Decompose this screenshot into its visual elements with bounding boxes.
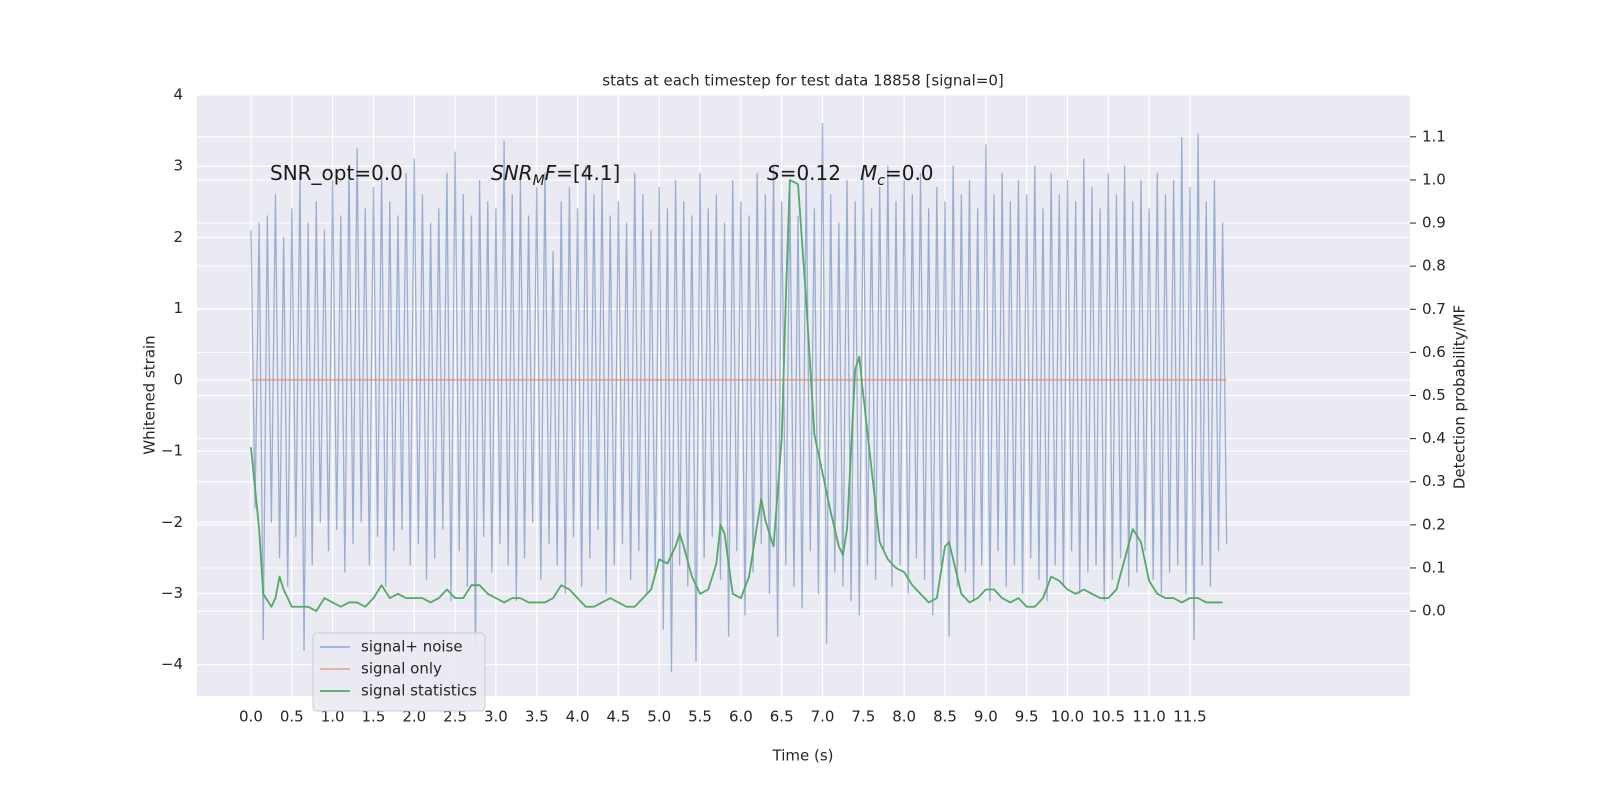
x-tick-label: 6.5	[770, 708, 794, 726]
annotation: SNRMF=[4.1]	[491, 161, 620, 189]
y2-tick-label: 0.0	[1422, 602, 1446, 620]
y2-tick-label: 1.1	[1422, 127, 1446, 145]
y-tick-label: 2	[173, 228, 183, 246]
x-tick-label: 2.5	[443, 708, 467, 726]
y-tick-label: −1	[161, 442, 183, 460]
y2-tick-label: 0.6	[1422, 343, 1446, 361]
x-tick-label: 9.0	[974, 708, 998, 726]
annotation-part: SNR	[491, 161, 533, 185]
legend-label: signal only	[361, 660, 442, 678]
annotation-part: =0.0	[885, 161, 934, 185]
annotation-part: S	[767, 161, 780, 185]
annotation-part: M	[533, 173, 545, 189]
x-axis-label: Time (s)	[772, 747, 834, 765]
x-tick-label: 8.0	[892, 708, 916, 726]
x-tick-label: 4.5	[606, 708, 630, 726]
series-line	[250, 122, 1228, 673]
x-tick-label: 1.5	[362, 708, 386, 726]
x-tick-label: 5.0	[647, 708, 671, 726]
annotation: Mc=0.0	[860, 161, 934, 189]
x-tick-label: 3.5	[525, 708, 549, 726]
y2-tick-label: 0.2	[1422, 515, 1446, 533]
x-tick-label: 7.5	[851, 708, 875, 726]
y2-tick-label: 0.9	[1422, 214, 1446, 232]
y-tick-label: 4	[173, 86, 183, 104]
x-tick-label: 10.0	[1051, 708, 1084, 726]
x-tick-label: 5.5	[688, 708, 712, 726]
legend-box	[312, 632, 486, 712]
annotation: S=0.12	[767, 161, 841, 185]
annotation-part: F	[545, 161, 557, 185]
x-tick-label: 7.0	[811, 708, 835, 726]
annotation-part: =[4.1]	[556, 161, 620, 185]
y2-tick-label: 1.0	[1422, 170, 1446, 188]
x-tick-label: 10.5	[1092, 708, 1125, 726]
x-tick-label: 9.5	[1015, 708, 1039, 726]
y2-tick-label: 0.5	[1422, 386, 1446, 404]
y-tick-label: 3	[173, 157, 183, 175]
x-tick-label: 6.0	[729, 708, 753, 726]
series-line	[250, 179, 1223, 612]
x-tick-label: 11.5	[1173, 708, 1206, 726]
annotation: SNR_opt=0.0	[270, 161, 403, 185]
y-tick-label: −3	[161, 584, 183, 602]
plot-lines	[250, 122, 1228, 673]
y2-tick-label: 0.7	[1422, 300, 1446, 318]
y2-tick-label: 0.8	[1422, 257, 1446, 275]
chart-title: stats at each timestep for test data 188…	[602, 72, 1003, 90]
y2-axis-label: Detection probability/MF	[1451, 305, 1469, 489]
x-tick-label: 8.5	[933, 708, 957, 726]
y2-tick-label: 0.1	[1422, 558, 1446, 576]
x-tick-label: 0.0	[239, 708, 263, 726]
annotation-part: SNR_opt=0.0	[270, 161, 403, 185]
y-axis-label: Whitened strain	[141, 335, 159, 454]
x-tick-label: 4.0	[566, 708, 590, 726]
annotation-part: M	[860, 161, 877, 185]
x-tick-label: 2.0	[402, 708, 426, 726]
annotation-part: =0.12	[780, 161, 841, 185]
x-tick-label: 11.0	[1132, 708, 1165, 726]
y-tick-label: 0	[173, 370, 183, 388]
legend: signal+ noise signal only signal statistic…	[312, 632, 486, 712]
y-tick-label: −2	[161, 513, 183, 531]
x-tick-label: 0.5	[280, 708, 304, 726]
y-tick-label: −4	[161, 655, 183, 673]
y2-tick-label: 0.3	[1422, 472, 1446, 490]
x-tick-label: 3.0	[484, 708, 508, 726]
y2-tick-label: 0.4	[1422, 429, 1446, 447]
legend-label: signal statistics	[361, 682, 477, 700]
legend-label: signal+ noise	[361, 638, 463, 656]
x-tick-label: 1.0	[321, 708, 345, 726]
annotation-part: c	[877, 173, 885, 189]
y-tick-label: 1	[173, 299, 183, 317]
